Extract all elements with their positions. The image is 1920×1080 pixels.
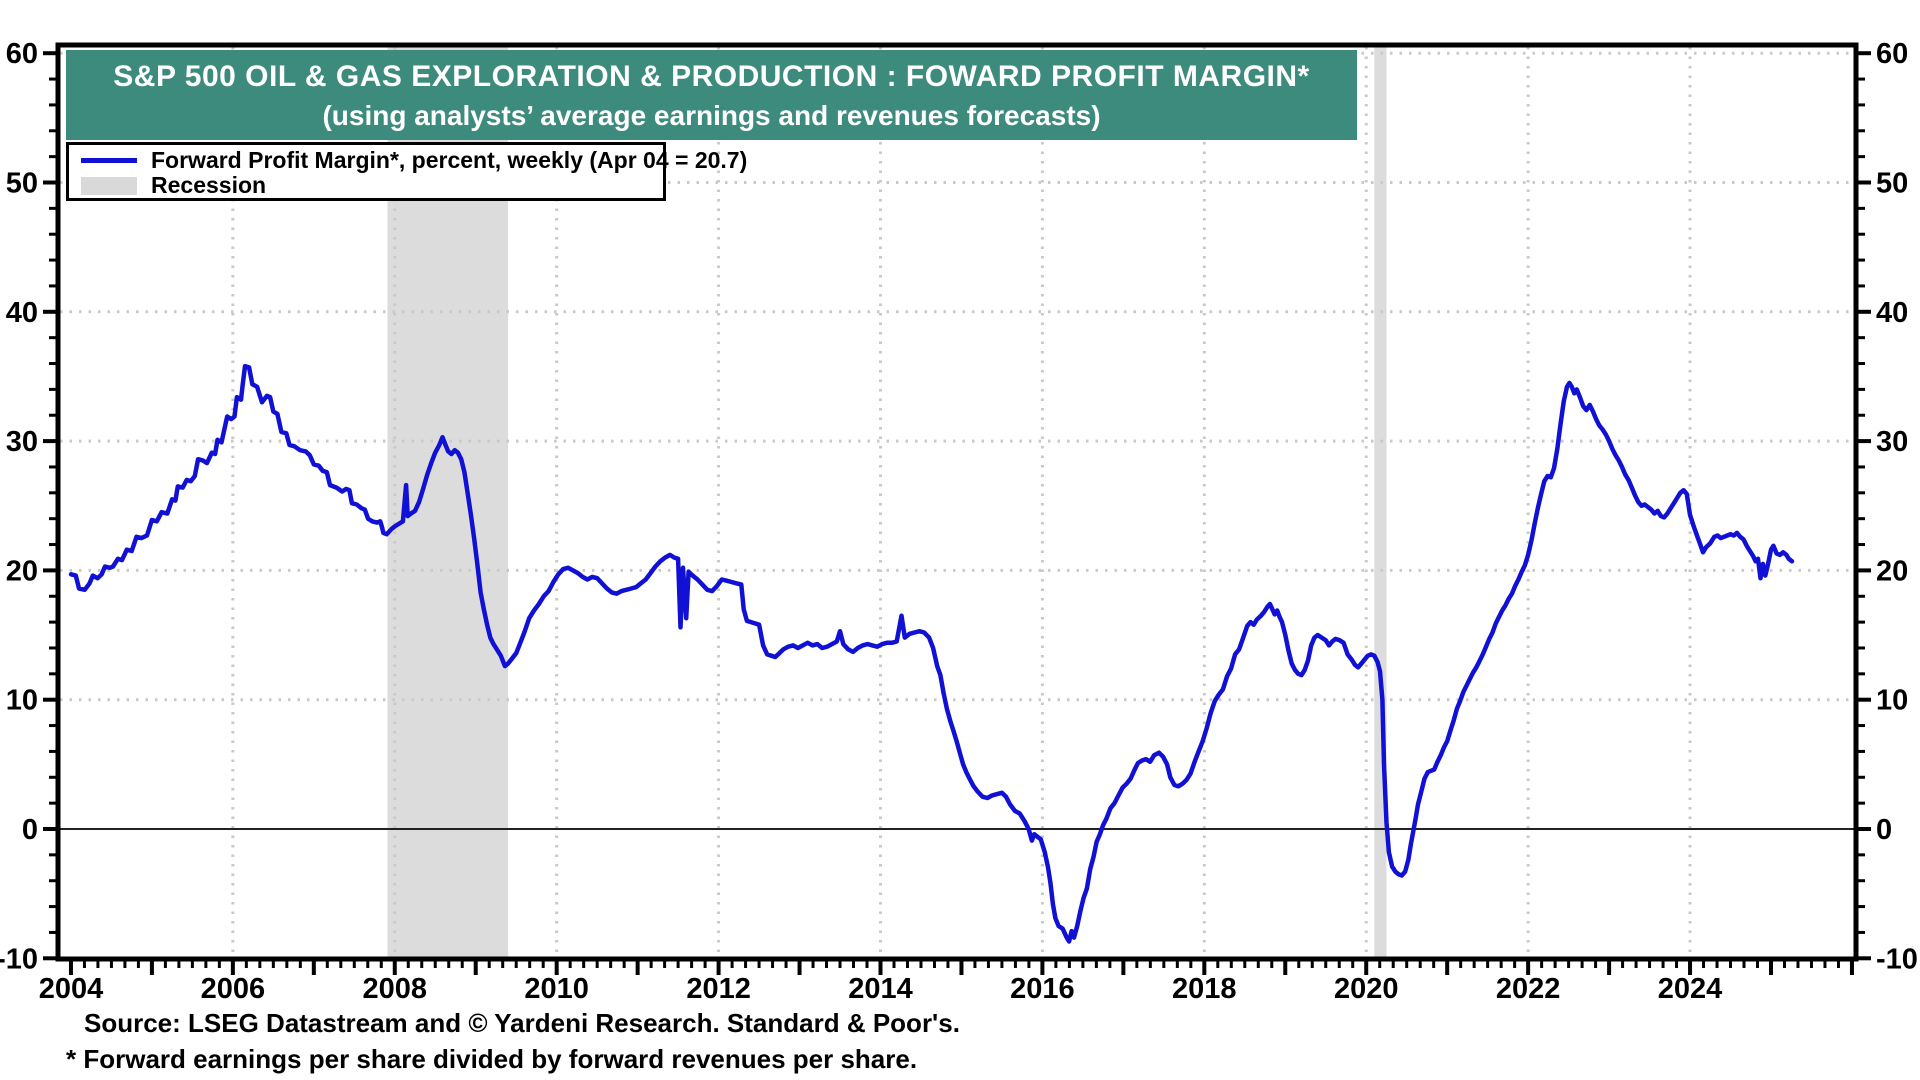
y-axis-label-left: 50	[6, 168, 38, 200]
y-axis-label-left: 60	[6, 38, 38, 70]
y-axis-label-right: 20	[1876, 555, 1908, 587]
x-axis-label: 2012	[686, 973, 751, 1005]
y-axis-label-left: 20	[6, 555, 38, 587]
footnote-text: * Forward earnings per share divided by …	[66, 1044, 918, 1074]
y-axis-label-left: 30	[6, 426, 38, 458]
y-axis-label-left: 0	[22, 814, 38, 846]
chart-subtitle: (using analysts’ average earnings and re…	[322, 99, 1101, 131]
source-text: Source: LSEG Datastream and © Yardeni Re…	[84, 1008, 960, 1038]
x-axis-label: 2024	[1658, 973, 1723, 1005]
y-axis-label-right: 50	[1876, 168, 1908, 200]
y-axis-label-right: 60	[1876, 38, 1908, 70]
recession-legend-label: Recession	[151, 172, 267, 198]
x-axis-label: 2006	[201, 973, 266, 1005]
x-axis-label: 2022	[1496, 973, 1561, 1005]
y-axis-label-right: 0	[1876, 814, 1892, 846]
x-axis-label: 2018	[1172, 973, 1237, 1005]
y-axis-label-right: 10	[1876, 685, 1908, 717]
x-axis: 2004 2006 2008 2010 2012 2014 2016 2018 2020 2022…	[39, 961, 1854, 1005]
title-banner: S&P 500 OIL & GAS EXPLORATION & PRODUCTI…	[66, 50, 1357, 140]
y-axis-label-left: -10	[0, 943, 38, 975]
x-axis-label: 2016	[1010, 973, 1075, 1005]
chart-title: S&P 500 OIL & GAS EXPLORATION & PRODUCTI…	[113, 60, 1310, 94]
y-axis-label-right: 40	[1876, 297, 1908, 329]
y-axis: -10 -10 0 0 10 10 20 20 30 30 40 40 50 50 60 60	[0, 38, 1918, 975]
x-axis-label: 2008	[363, 973, 428, 1005]
y-axis-label-left: 10	[6, 685, 38, 717]
x-axis-label: 2004	[39, 973, 104, 1005]
y-axis-label-right: -10	[1876, 943, 1918, 975]
y-axis-label-right: 30	[1876, 426, 1908, 458]
series-line-swatch	[81, 158, 137, 163]
recession-swatch	[81, 176, 137, 195]
x-axis-label: 2020	[1334, 973, 1399, 1005]
x-axis-label: 2010	[524, 973, 589, 1005]
legend-item-series: Forward Profit Margin*, percent, weekly …	[81, 147, 747, 173]
series-legend-label: Forward Profit Margin*, percent, weekly …	[151, 147, 748, 173]
legend-box: Forward Profit Margin*, percent, weekly …	[66, 142, 747, 201]
y-axis-label-left: 40	[6, 297, 38, 329]
legend-item-recession: Recession	[81, 172, 663, 198]
x-axis-label: 2014	[848, 973, 913, 1005]
profit-margin-line	[68, 363, 1795, 944]
plot-frame	[55, 42, 1859, 962]
